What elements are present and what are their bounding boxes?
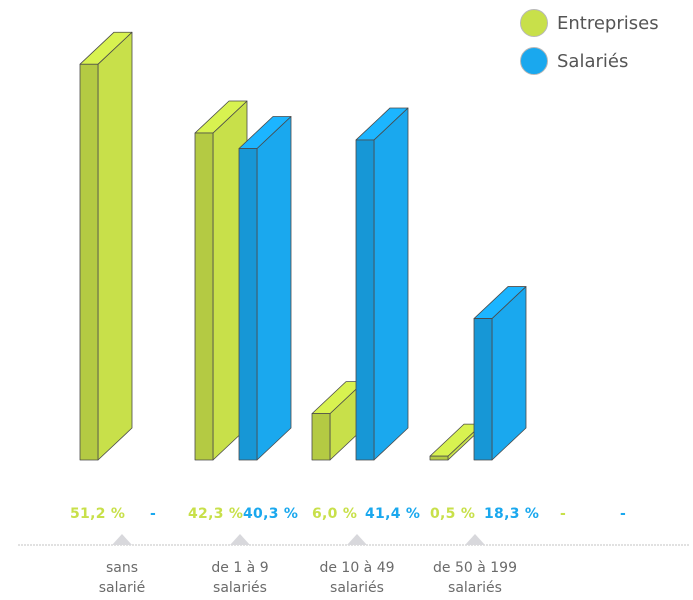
category-label-line-1: salariés (213, 580, 267, 596)
legend-item-salaries: Salariés (520, 47, 628, 75)
category-label-3: de 50 à 199 salariés (433, 558, 517, 598)
legend-swatch-salaries (520, 47, 548, 75)
category-label-line-0: de 10 à 49 (319, 560, 395, 576)
category-label-0: sans salarié (99, 558, 146, 598)
category-label-line-0: de 50 à 199 (433, 560, 517, 576)
bar-front-face (355, 139, 375, 461)
legend-label-salaries: Salariés (557, 50, 629, 72)
bar-salaries-2 (355, 107, 409, 461)
category-label-line-1: salariés (330, 580, 384, 596)
bar-front-face (473, 318, 493, 461)
legend-swatch-entreprises (520, 9, 548, 37)
value-label-entreprises-4: - (560, 506, 567, 522)
bars-group (79, 31, 527, 461)
category-marker-2 (347, 534, 367, 545)
bar-salaries-1 (238, 116, 292, 461)
bar-front-face (311, 413, 331, 461)
value-label-salaries-2: 41,4 % (365, 506, 421, 522)
bar-entreprises-0 (79, 31, 133, 461)
bar-entreprises-2 (311, 381, 365, 461)
bar-side-face (373, 107, 409, 461)
legend-item-entreprises: Entreprises (520, 9, 659, 37)
value-label-entreprises-1: 42,3 % (188, 506, 244, 522)
category-label-line-0: de 1 à 9 (211, 560, 269, 576)
category-marker-0 (112, 534, 132, 545)
bar-front-face (429, 455, 449, 461)
category-label-1: de 1 à 9 salariés (211, 558, 268, 598)
value-label-salaries-4: - (620, 506, 627, 522)
bar-side-face (256, 116, 292, 461)
bar-front-face (79, 63, 99, 461)
category-label-line-1: salariés (448, 580, 502, 596)
category-label-2: de 10 à 49 salariés (319, 558, 394, 598)
category-markers (112, 534, 485, 545)
value-label-entreprises-0: 51,2 % (70, 506, 126, 522)
category-label-line-1: salarié (98, 580, 146, 596)
category-marker-3 (465, 534, 485, 545)
bar-front-face (238, 148, 258, 461)
bar-front-face (194, 132, 214, 461)
value-label-salaries-3: 18,3 % (484, 506, 540, 522)
value-label-salaries-1: 40,3 % (243, 506, 299, 522)
category-marker-1 (230, 534, 250, 545)
bar-side-face (97, 31, 133, 461)
value-label-entreprises-2: 6,0 % (312, 506, 358, 522)
bar-entreprises-1 (194, 100, 248, 461)
value-label-entreprises-3: 0,5 % (430, 506, 476, 522)
bar-salaries-3 (473, 286, 527, 461)
legend-label-entreprises: Entreprises (557, 12, 659, 34)
value-label-salaries-0: - (150, 506, 157, 522)
category-label-line-0: sans (105, 560, 139, 576)
